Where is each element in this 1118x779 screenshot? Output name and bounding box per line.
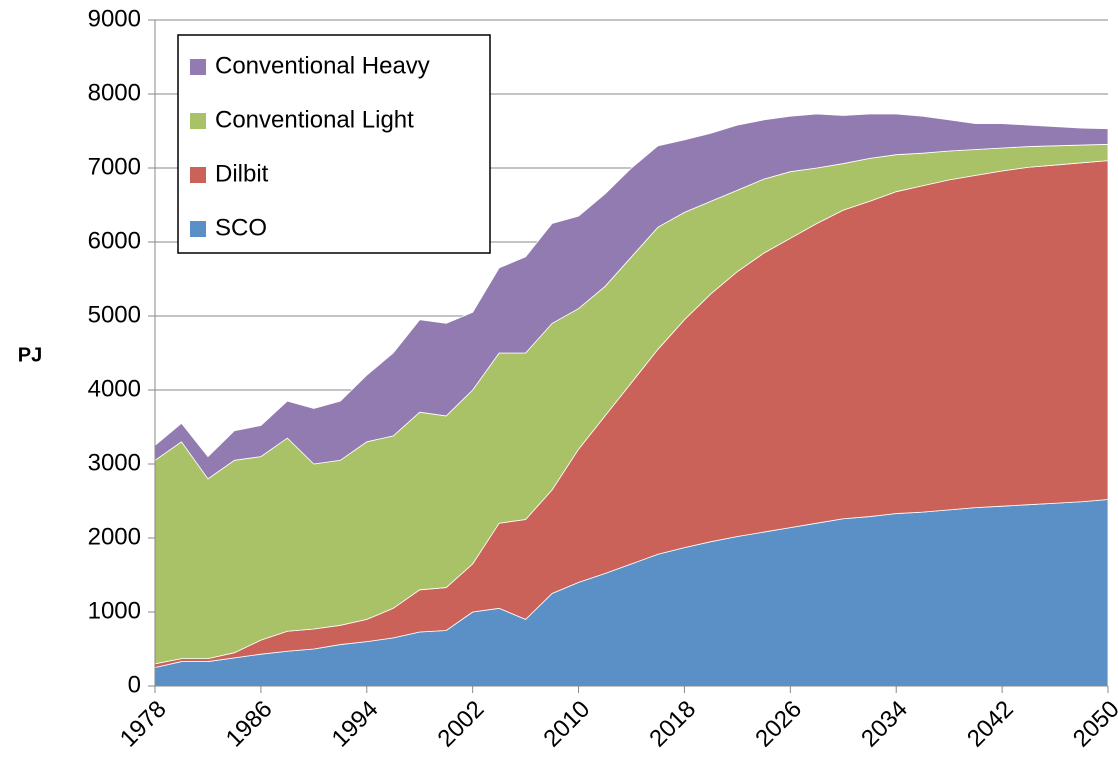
legend <box>177 34 491 254</box>
y-tick-label: 2000 <box>88 523 141 550</box>
y-tick-label: 4000 <box>88 375 141 402</box>
x-tick-label: 1978 <box>115 696 172 753</box>
y-tick-label: 0 <box>128 671 141 698</box>
legend-label: Dilbit <box>215 160 269 187</box>
legend-label: Conventional Light <box>215 106 414 133</box>
y-tick-label: 7000 <box>88 153 141 180</box>
legend-label: Conventional Heavy <box>215 52 430 79</box>
legend-swatch <box>190 167 206 183</box>
y-tick-label: 1000 <box>88 597 141 624</box>
x-tick-label: 1986 <box>221 696 278 753</box>
legend-swatch <box>190 59 206 75</box>
x-tick-label: 2002 <box>433 696 490 753</box>
legend-swatch <box>190 221 206 237</box>
x-tick-label: 1994 <box>327 696 384 753</box>
legend-label: SCO <box>215 214 267 241</box>
x-tick-label: 2034 <box>856 696 913 753</box>
y-tick-label: 9000 <box>88 5 141 32</box>
x-tick-label: 2018 <box>644 696 701 753</box>
x-tick-label: 2026 <box>750 696 807 753</box>
x-tick-label: 2050 <box>1068 696 1118 753</box>
y-tick-label: 8000 <box>88 79 141 106</box>
y-axis-label: PJ <box>18 344 42 366</box>
x-tick-label: 2042 <box>962 696 1019 753</box>
legend-swatch <box>190 113 206 129</box>
x-tick-label: 2010 <box>538 696 595 753</box>
y-tick-label: 6000 <box>88 227 141 254</box>
y-tick-label: 3000 <box>88 449 141 476</box>
area <box>154 113 1109 480</box>
y-tick-label: 5000 <box>88 301 141 328</box>
